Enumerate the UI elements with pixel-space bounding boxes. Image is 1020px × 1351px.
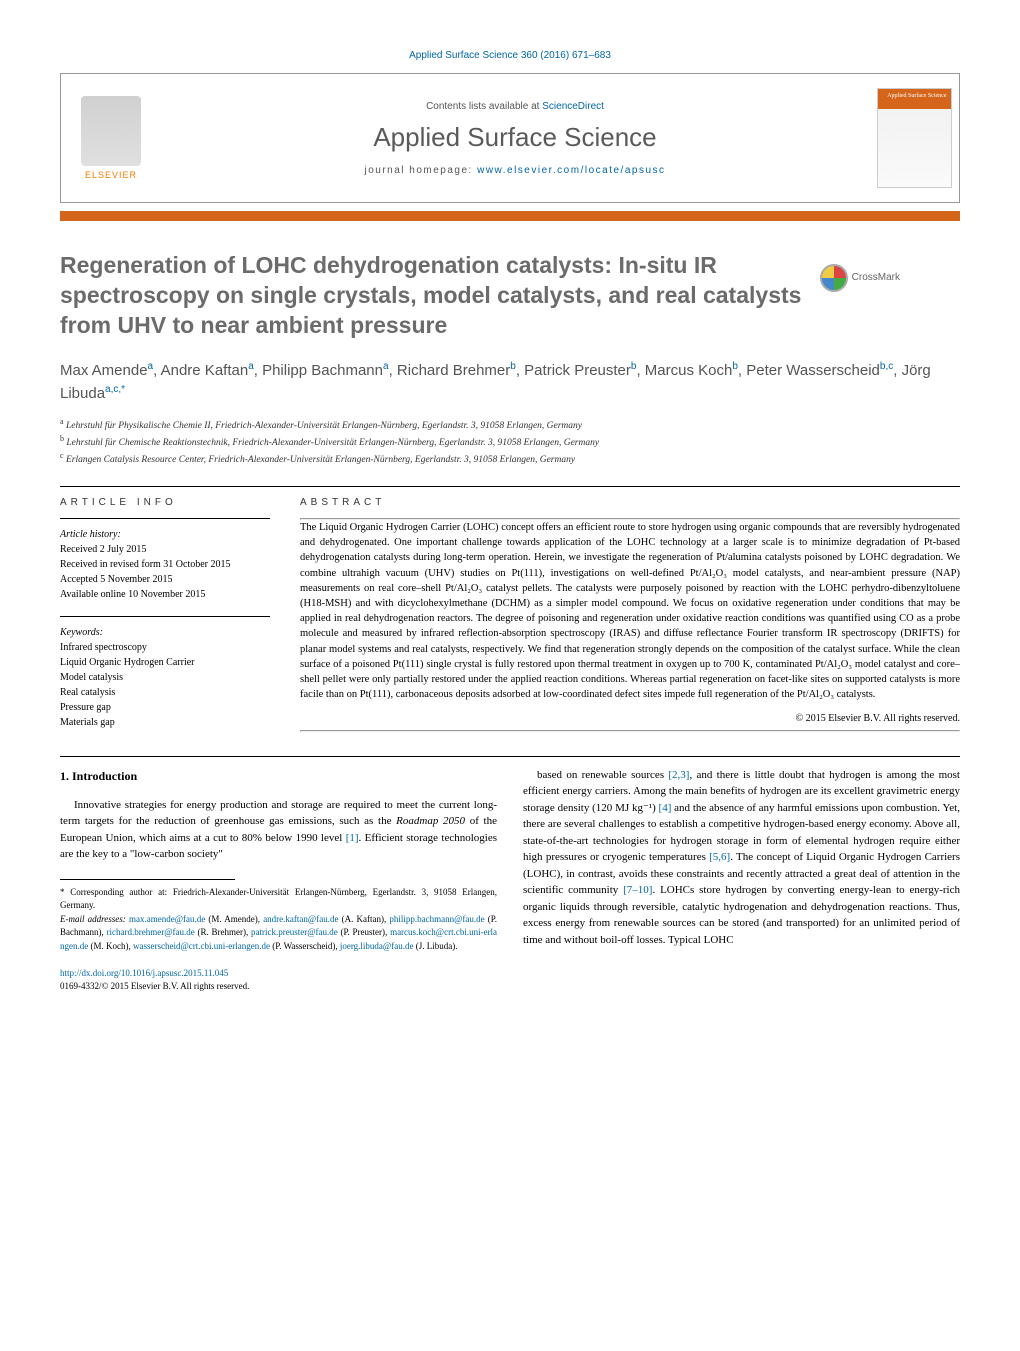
crossmark-badge[interactable]: CrossMark	[820, 264, 900, 292]
keywords-label: Keywords:	[60, 627, 103, 638]
corresponding-line: * Corresponding author at: Friedrich-Ale…	[60, 886, 497, 913]
history-line: Accepted 5 November 2015	[60, 574, 172, 585]
crossmark-icon	[820, 264, 848, 292]
intro-heading: 1. Introduction	[60, 767, 497, 785]
email-link[interactable]: philipp.bachmann@fau.de	[389, 914, 484, 924]
info-divider-2	[60, 616, 270, 617]
citation-ref[interactable]: [4]	[659, 802, 672, 814]
history-line: Received 2 July 2015	[60, 544, 146, 555]
citation-ref[interactable]: [1]	[346, 832, 359, 844]
affiliations-list: a Lehrstuhl für Physikalische Chemie II,…	[60, 416, 960, 468]
keyword: Model catalysis	[60, 672, 123, 683]
abstract-column: abstract The Liquid Organic Hydrogen Car…	[300, 497, 960, 732]
body-column-left: 1. Introduction Innovative strategies fo…	[60, 767, 497, 993]
email-person: (P. Preuster)	[341, 927, 386, 937]
keyword: Real catalysis	[60, 687, 115, 698]
abstract-heading: abstract	[300, 497, 960, 508]
elsevier-logo: ELSEVIER	[61, 74, 161, 202]
accent-bar	[60, 211, 960, 221]
body-two-column: 1. Introduction Innovative strategies fo…	[60, 767, 960, 993]
abstract-divider-bottom	[300, 730, 960, 732]
email-person: (P. Wasserscheid)	[272, 941, 335, 951]
citation-header: Applied Surface Science 360 (2016) 671–6…	[60, 50, 960, 61]
homepage-prefix: journal homepage:	[364, 165, 477, 176]
email-person: (M. Koch)	[91, 941, 129, 951]
divider	[60, 486, 960, 487]
abstract-copyright: © 2015 Elsevier B.V. All rights reserved…	[300, 713, 960, 724]
journal-homepage-line: journal homepage: www.elsevier.com/locat…	[364, 165, 665, 176]
footnote-separator	[60, 879, 235, 880]
journal-cover-thumb: Applied Surface Science	[869, 74, 959, 202]
intro-paragraph-2: based on renewable sources [2,3], and th…	[523, 767, 960, 949]
email-link[interactable]: joerg.libuda@fau.de	[340, 941, 414, 951]
history-label: Article history:	[60, 529, 121, 540]
info-divider	[60, 518, 270, 519]
journal-header-box: ELSEVIER Contents lists available at Sci…	[60, 73, 960, 203]
email-person: (R. Brehmer)	[198, 927, 247, 937]
body-column-right: based on renewable sources [2,3], and th…	[523, 767, 960, 993]
article-history: Article history: Received 2 July 2015 Rec…	[60, 527, 270, 602]
info-abstract-row: article info Article history: Received 2…	[60, 497, 960, 732]
authors-list: Max Amendea, Andre Kaftana, Philipp Bach…	[60, 359, 960, 406]
citation-ref[interactable]: [7–10]	[623, 884, 652, 896]
email-link[interactable]: max.amende@fau.de	[129, 914, 205, 924]
email-label: E-mail addresses:	[60, 914, 126, 924]
corresponding-author-note: * Corresponding author at: Friedrich-Ale…	[60, 886, 497, 954]
email-link[interactable]: patrick.preuster@fau.de	[251, 927, 338, 937]
keyword: Materials gap	[60, 717, 115, 728]
sciencedirect-link[interactable]: ScienceDirect	[542, 101, 604, 112]
email-link[interactable]: andre.kaftan@fau.de	[263, 914, 338, 924]
email-person: (J. Libuda).	[416, 941, 458, 951]
crossmark-label: CrossMark	[852, 272, 900, 283]
contents-prefix: Contents lists available at	[426, 101, 542, 112]
abstract-text: The Liquid Organic Hydrogen Carrier (LOH…	[300, 520, 960, 703]
cover-label: Applied Surface Science	[887, 93, 946, 100]
issn-copyright: 0169-4332/© 2015 Elsevier B.V. All right…	[60, 981, 249, 991]
elsevier-tree-icon	[81, 96, 141, 166]
journal-title: Applied Surface Science	[373, 122, 656, 153]
citation-ref[interactable]: [2,3]	[668, 769, 689, 781]
contents-available-line: Contents lists available at ScienceDirec…	[426, 101, 604, 112]
doi-block: http://dx.doi.org/10.1016/j.apsusc.2015.…	[60, 967, 497, 992]
email-link[interactable]: wasserscheid@crt.cbi.uni-erlangen.de	[133, 941, 270, 951]
intro-paragraph-1: Innovative strategies for energy product…	[60, 797, 497, 863]
email-link[interactable]: richard.brehmer@fau.de	[107, 927, 195, 937]
keyword: Infrared spectroscopy	[60, 642, 147, 653]
homepage-link[interactable]: www.elsevier.com/locate/apsusc	[477, 165, 665, 176]
header-center: Contents lists available at ScienceDirec…	[161, 74, 869, 202]
cover-image: Applied Surface Science	[877, 88, 952, 188]
email-person: (A. Kaftan)	[342, 914, 384, 924]
article-info-column: article info Article history: Received 2…	[60, 497, 270, 732]
keywords-block: Keywords: Infrared spectroscopy Liquid Or…	[60, 625, 270, 730]
keyword: Pressure gap	[60, 702, 111, 713]
citation-ref[interactable]: [5,6]	[709, 851, 730, 863]
keyword: Liquid Organic Hydrogen Carrier	[60, 657, 195, 668]
divider-body	[60, 756, 960, 757]
history-line: Received in revised form 31 October 2015	[60, 559, 231, 570]
history-line: Available online 10 November 2015	[60, 589, 205, 600]
elsevier-wordmark: ELSEVIER	[85, 170, 137, 180]
doi-link[interactable]: http://dx.doi.org/10.1016/j.apsusc.2015.…	[60, 968, 228, 978]
email-person: (M. Amende)	[208, 914, 257, 924]
article-info-heading: article info	[60, 497, 270, 508]
email-addresses: E-mail addresses: max.amende@fau.de (M. …	[60, 913, 497, 954]
